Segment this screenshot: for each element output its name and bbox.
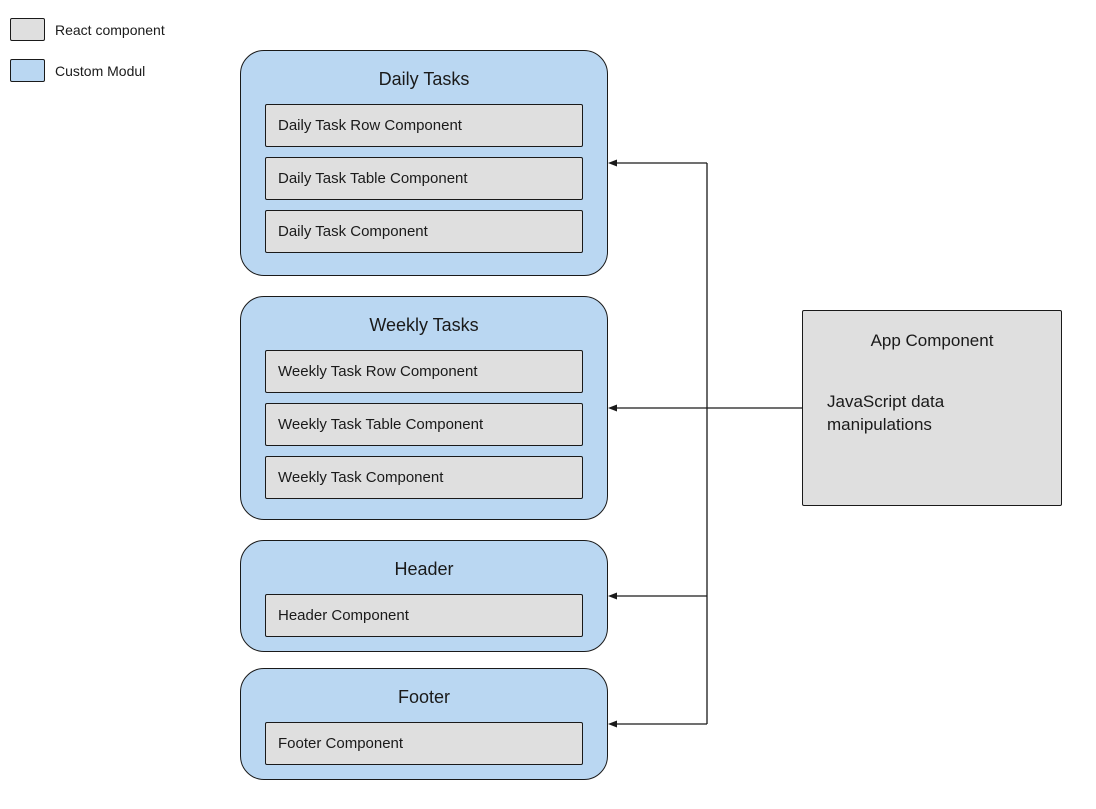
legend-item-module: Custom Modul <box>10 59 165 82</box>
component-label: Weekly Task Table Component <box>278 416 483 433</box>
component-label: Daily Task Table Component <box>278 170 468 187</box>
component-box: Weekly Task Table Component <box>265 403 583 446</box>
module-daily-tasks: Daily Tasks Daily Task Row Component Dai… <box>240 50 608 276</box>
component-box: Weekly Task Row Component <box>265 350 583 393</box>
module-weekly-tasks: Weekly Tasks Weekly Task Row Component W… <box>240 296 608 520</box>
app-body: JavaScript data manipulations <box>827 391 1037 437</box>
legend-label-module: Custom Modul <box>55 63 145 79</box>
component-box: Daily Task Component <box>265 210 583 253</box>
app-component-box: App Component JavaScript data manipulati… <box>802 310 1062 506</box>
component-label: Daily Task Row Component <box>278 117 462 134</box>
legend-swatch-module <box>10 59 45 82</box>
legend: React component Custom Modul <box>10 18 165 100</box>
module-title: Header <box>265 559 583 580</box>
component-box: Daily Task Table Component <box>265 157 583 200</box>
module-footer: Footer Footer Component <box>240 668 608 780</box>
module-title: Weekly Tasks <box>265 315 583 336</box>
module-header: Header Header Component <box>240 540 608 652</box>
component-label: Header Component <box>278 607 409 624</box>
module-title: Footer <box>265 687 583 708</box>
component-label: Daily Task Component <box>278 223 428 240</box>
legend-item-react: React component <box>10 18 165 41</box>
component-box: Footer Component <box>265 722 583 765</box>
component-label: Weekly Task Row Component <box>278 363 478 380</box>
component-box: Header Component <box>265 594 583 637</box>
component-label: Weekly Task Component <box>278 469 443 486</box>
app-title: App Component <box>827 331 1037 351</box>
legend-swatch-react <box>10 18 45 41</box>
component-label: Footer Component <box>278 735 403 752</box>
component-box: Daily Task Row Component <box>265 104 583 147</box>
component-box: Weekly Task Component <box>265 456 583 499</box>
module-title: Daily Tasks <box>265 69 583 90</box>
legend-label-react: React component <box>55 22 165 38</box>
